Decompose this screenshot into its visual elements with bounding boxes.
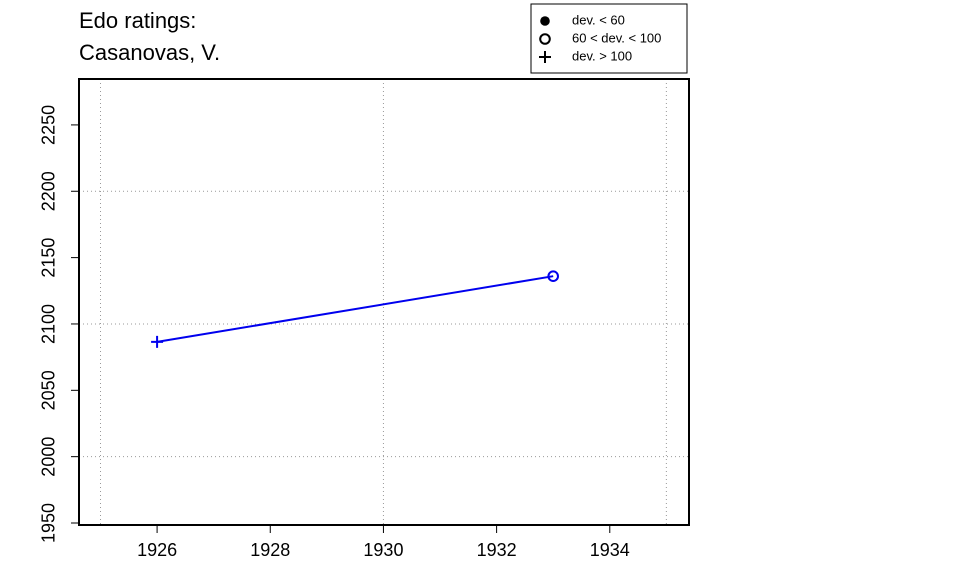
legend-symbol <box>540 16 550 26</box>
x-tick-label: 1934 <box>590 540 630 560</box>
y-tick-label: 2100 <box>39 304 59 344</box>
legend-symbol <box>539 51 551 63</box>
x-tick-label: 1926 <box>137 540 177 560</box>
legend-label: 60 < dev. < 100 <box>572 30 661 45</box>
x-tick-label: 1932 <box>477 540 517 560</box>
legend-box <box>530 3 688 74</box>
legend-label: dev. > 100 <box>572 48 632 63</box>
chart-title: Casanovas, V. <box>79 40 220 65</box>
series-line <box>156 275 554 343</box>
y-tick-label: 1950 <box>39 503 59 543</box>
x-tick-label: 1930 <box>363 540 403 560</box>
point-marker <box>547 270 559 282</box>
x-tick-label: 1928 <box>250 540 290 560</box>
y-tick-label: 2000 <box>39 437 59 477</box>
chart-title: Edo ratings: <box>79 8 196 33</box>
y-tick-label: 2050 <box>39 370 59 410</box>
legend-label: dev. < 60 <box>572 12 625 27</box>
plot-frame <box>78 78 690 526</box>
y-tick-label: 2150 <box>39 238 59 278</box>
point-marker <box>151 335 164 348</box>
y-tick-label: 2250 <box>39 105 59 145</box>
legend-symbol <box>539 33 551 45</box>
y-tick-label: 2200 <box>39 171 59 211</box>
